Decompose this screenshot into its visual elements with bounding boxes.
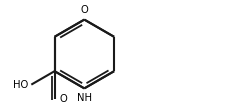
Text: HO: HO (13, 80, 29, 90)
Text: O: O (59, 94, 67, 104)
Text: O: O (80, 5, 88, 15)
Text: NH: NH (77, 93, 92, 103)
